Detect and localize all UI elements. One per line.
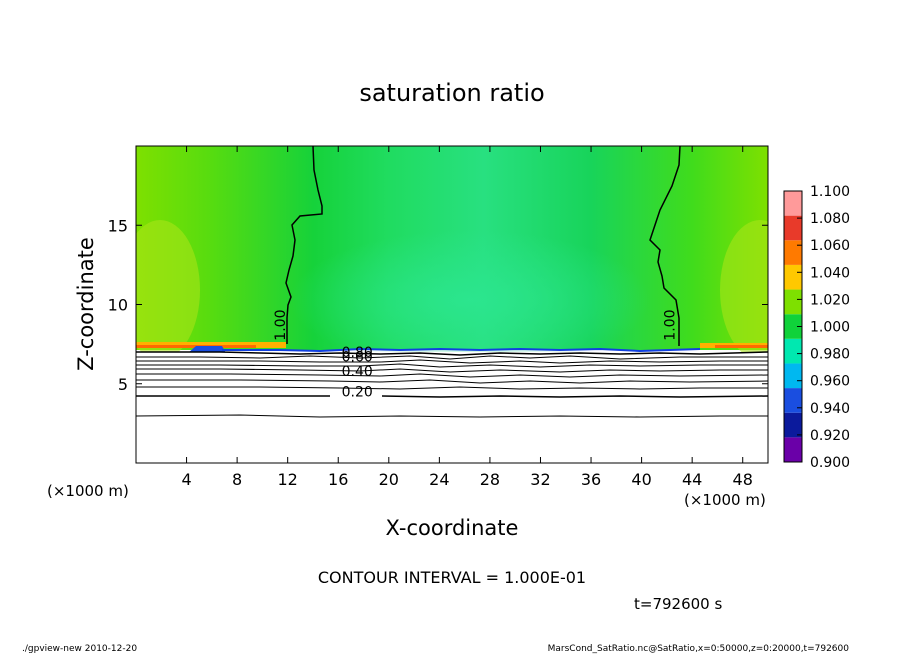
footer-left: ./gpview-new 2010-12-20 xyxy=(22,644,137,654)
y-tick-label: 5 xyxy=(118,375,128,394)
colorbar-label: 1.020 xyxy=(810,292,850,308)
x-tick-label: 8 xyxy=(232,470,242,489)
contour-1.00-right xyxy=(649,146,681,346)
chart-title: saturation ratio xyxy=(359,79,544,107)
colorbar-swatch xyxy=(784,388,802,413)
left-light-region xyxy=(136,220,200,360)
colorbar: 0.900 0.920 0.940 0.960 0.980 1.000 1.020 1.040… xyxy=(783,184,850,471)
contour-0.60 xyxy=(136,368,768,373)
colorbar-swatch xyxy=(784,437,802,462)
colorbar-label: 1.100 xyxy=(810,184,850,200)
contour-labels: 1.00 1.00 0.800.600.40 0.20 xyxy=(273,310,678,401)
contour-label: 1.00 xyxy=(662,310,678,341)
contour-label: 0.40 xyxy=(342,364,373,380)
x-unit-left: (×1000 m) xyxy=(47,482,129,500)
contour-interval-text: CONTOUR INTERVAL = 1.000E-01 xyxy=(318,568,586,587)
colorbar-swatch xyxy=(784,215,802,241)
colorbar-swatch xyxy=(784,264,802,290)
x-tick-label: 32 xyxy=(530,470,550,489)
colorbar-swatch xyxy=(784,191,802,216)
contour-label: 0.80 xyxy=(342,345,373,361)
x-tick-label: 44 xyxy=(682,470,702,489)
contour-label: 1.00 xyxy=(273,310,289,341)
colorbar-swatch xyxy=(784,338,802,364)
contour-lines xyxy=(136,146,768,418)
x-tick-label: 16 xyxy=(328,470,348,489)
colorbar-swatch xyxy=(784,363,802,389)
colorbar-label: 1.000 xyxy=(810,320,850,336)
colorbar-label: 0.940 xyxy=(810,401,850,417)
surface-red-strip-right xyxy=(715,345,768,348)
contour-label: 0.60 xyxy=(342,350,373,366)
contour-label: 0.20 xyxy=(342,384,373,400)
contour-0.90 xyxy=(136,355,768,360)
colorbar-label: 0.980 xyxy=(810,347,850,363)
plot-area xyxy=(136,146,768,463)
colorbar-label: 1.040 xyxy=(810,265,850,281)
x-axis-label: X-coordinate xyxy=(386,516,519,540)
x-tick-label: 12 xyxy=(278,470,298,489)
colorbar-label: 0.920 xyxy=(810,428,850,444)
colorbar-label: 1.060 xyxy=(810,238,850,254)
contour-0.70 xyxy=(136,363,768,368)
x-tick-label: 36 xyxy=(581,470,601,489)
x-tick-label: 4 xyxy=(181,470,191,489)
colorbar-swatch xyxy=(784,314,802,339)
contour-0.10 xyxy=(136,414,768,418)
colorbar-label: 1.080 xyxy=(810,211,850,227)
interior-blob xyxy=(290,230,650,370)
x-tick-label: 28 xyxy=(480,470,500,489)
colorbar-swatch xyxy=(784,412,802,438)
y-axis-ticks: 5 10 15 xyxy=(108,216,768,394)
x-axis-ticks: 4 8 12 16 20 24 28 32 36 40 44 48 xyxy=(181,146,753,489)
surface-blue-line xyxy=(222,347,701,353)
colorbar-swatch xyxy=(784,289,802,315)
x-unit-right: (×1000 m) xyxy=(684,491,766,509)
contour-0.30 xyxy=(136,386,768,390)
contour-0.40 xyxy=(136,379,768,384)
contour-0.20 xyxy=(136,395,768,398)
colorbar-label: 0.960 xyxy=(810,374,850,390)
colorbar-label: 0.900 xyxy=(810,455,850,471)
footer-right: MarsCond_SatRatio.nc@SatRatio,x=0:50000,… xyxy=(548,644,850,654)
x-tick-label: 40 xyxy=(631,470,651,489)
right-light-region xyxy=(720,220,768,360)
y-tick-label: 10 xyxy=(108,296,128,315)
contour-0.50 xyxy=(136,373,768,378)
colorbar-swatch xyxy=(784,240,802,265)
x-tick-label: 20 xyxy=(379,470,399,489)
y-tick-label: 15 xyxy=(108,216,128,235)
time-text: t=792600 s xyxy=(634,595,722,613)
contour-0.80 xyxy=(136,359,768,364)
y-axis-label: Z-coordinate xyxy=(74,237,98,371)
contour-0.95 xyxy=(136,351,768,356)
contour-1.00-left xyxy=(285,146,323,344)
x-tick-label: 48 xyxy=(733,470,753,489)
x-tick-label: 24 xyxy=(429,470,449,489)
